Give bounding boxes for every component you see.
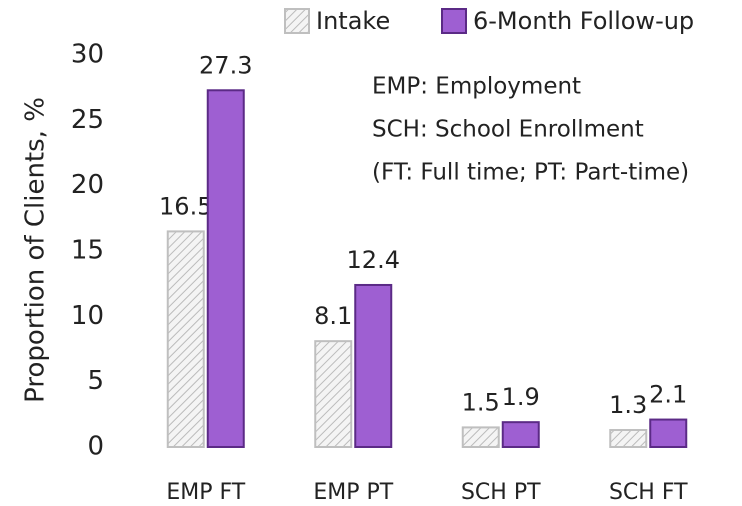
y-tick-label: 10	[71, 301, 104, 331]
y-tick-label: 15	[71, 236, 104, 266]
y-tick-label: 20	[71, 170, 104, 200]
y-tick-label: 25	[71, 105, 104, 135]
data-label: 2.1	[649, 381, 687, 409]
bar	[609, 429, 648, 449]
y-tick-label: 30	[71, 40, 104, 70]
data-label: 27.3	[199, 51, 252, 79]
data-label: 12.4	[347, 246, 400, 274]
legend-swatch	[441, 8, 467, 34]
legend-swatch	[284, 8, 310, 34]
annotation: SCH: School Enrollment	[372, 117, 644, 143]
data-label: 16.5	[159, 192, 212, 220]
bar	[649, 418, 688, 448]
x-tick-label: EMP PT	[313, 480, 393, 505]
bar	[166, 230, 205, 448]
data-label: 1.9	[502, 383, 540, 411]
bar	[206, 89, 245, 448]
y-tick-label: 5	[87, 366, 104, 396]
x-tick-label: SCH FT	[609, 480, 688, 505]
annotation: (FT: Full time; PT: Part-time)	[372, 160, 689, 186]
legend-label: Intake	[316, 7, 390, 35]
data-label: 8.1	[314, 302, 352, 330]
y-axis-label: Proportion of Clients, %	[21, 97, 51, 403]
bar	[501, 421, 540, 449]
data-label: 1.3	[609, 391, 647, 419]
bar	[461, 426, 500, 448]
annotation: EMP: Employment	[372, 74, 581, 100]
data-label: 1.5	[462, 388, 500, 416]
bar	[314, 340, 353, 448]
x-tick-label: SCH PT	[461, 480, 541, 505]
x-tick-label: EMP FT	[166, 480, 245, 505]
bar	[354, 283, 393, 448]
y-tick-label: 0	[87, 432, 104, 462]
legend-label: 6-Month Follow-up	[473, 7, 694, 35]
